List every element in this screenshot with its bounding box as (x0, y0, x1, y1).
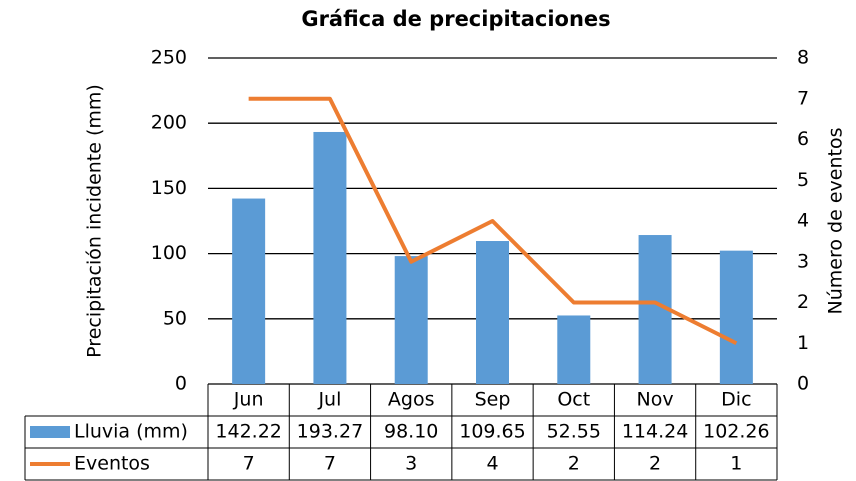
x-tick-label: Dic (721, 389, 751, 411)
x-tick-label: Sep (475, 389, 511, 411)
table-value: 3 (405, 453, 417, 475)
y-tick-label: 100 (151, 242, 187, 264)
y-tick-label: 200 (151, 112, 187, 134)
table-value: 1 (730, 453, 742, 475)
bar (394, 256, 428, 384)
table-value: 2 (568, 453, 580, 475)
x-tick-label: Jul (317, 389, 341, 411)
table-value: 193.27 (297, 421, 363, 443)
y2-tick-label: 0 (797, 373, 809, 395)
x-tick-label: Agos (388, 389, 435, 411)
y2-tick-label: 6 (797, 128, 809, 150)
bar (719, 250, 753, 384)
x-tick-label: Nov (637, 389, 674, 411)
table-value: 4 (486, 453, 498, 475)
table-value: 102.26 (703, 421, 769, 443)
bar (476, 241, 509, 384)
line (248, 96, 738, 346)
y2-tick-label: 1 (797, 332, 809, 354)
table-value: 114.24 (622, 421, 688, 443)
y2-axis-label: Número de eventos (825, 128, 847, 315)
bar (313, 131, 347, 384)
bar (557, 315, 591, 384)
table-value: 98.10 (384, 421, 438, 443)
y2-tick-label: 3 (797, 250, 809, 272)
y2-tick-label: 7 (797, 87, 809, 109)
y-tick-label: 0 (175, 373, 187, 395)
table-value: 142.22 (215, 421, 281, 443)
y2-tick-label: 4 (797, 210, 809, 232)
table-value: 109.65 (459, 421, 525, 443)
chart-title: Gráfica de precipitaciones (301, 7, 610, 31)
x-tick-label: Jun (233, 389, 264, 411)
y-tick-label: 250 (151, 47, 187, 69)
y-axis-label: Precipitación incidente (mm) (84, 84, 106, 358)
y2-tick-label: 8 (797, 47, 809, 69)
legend-label: Lluvia (mm) (74, 421, 188, 443)
x-tick-label: Oct (557, 389, 590, 411)
y2-tick-label: 2 (797, 291, 809, 313)
table-value: 2 (649, 453, 661, 475)
legend-swatch (30, 426, 70, 438)
bar (232, 198, 266, 384)
y-tick-label: 50 (163, 307, 187, 329)
y2-tick-label: 5 (797, 169, 809, 191)
table-value: 7 (324, 453, 336, 475)
table-value: 52.55 (547, 421, 601, 443)
table-value: 7 (243, 453, 255, 475)
legend-label: Eventos (74, 453, 150, 475)
y-tick-label: 150 (151, 177, 187, 199)
